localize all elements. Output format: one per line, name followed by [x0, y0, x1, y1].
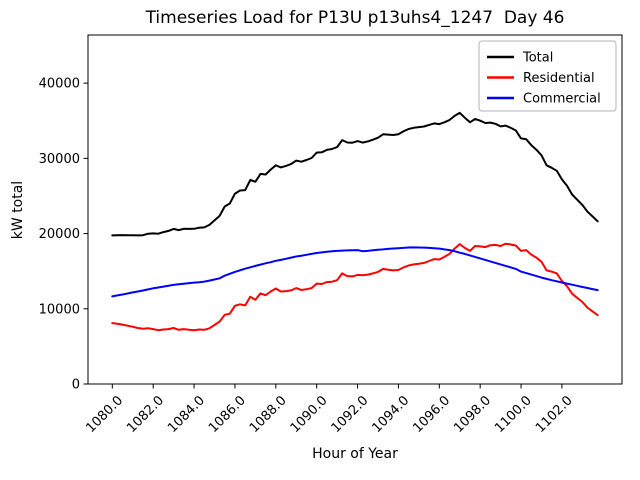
x-tick-label: 1096.0 [410, 393, 453, 436]
axes-frame [87, 34, 623, 385]
y-tick-label: 20000 [39, 227, 80, 242]
y-tick-label: 40000 [39, 77, 80, 92]
x-tick-label: 1098.0 [451, 393, 494, 436]
legend-box [478, 40, 617, 112]
x-tick-label: 1100.0 [492, 393, 535, 436]
series-line-residential [111, 242, 599, 332]
x-tick-label: 1082.0 [124, 393, 167, 436]
y-tick-label: 10000 [39, 302, 80, 317]
x-tick-label: 1086.0 [206, 393, 249, 436]
x-axis-label: Hour of Year [312, 446, 398, 462]
x-tick-label: 1088.0 [247, 393, 290, 436]
y-axis-label: kW total [10, 180, 26, 240]
series-line-total [111, 111, 599, 237]
series-line-commercial [111, 246, 599, 298]
x-tick-label: 1084.0 [165, 393, 208, 436]
legend-label-residential: Residential [523, 71, 595, 86]
y-tick-label: 30000 [39, 152, 80, 167]
x-tick-label: 1092.0 [329, 393, 372, 436]
x-tick-label: 1090.0 [288, 393, 331, 436]
x-tick-label: 1102.0 [533, 393, 576, 436]
legend-label-total: Total [522, 51, 553, 66]
x-tick-label: 1080.0 [83, 393, 126, 436]
x-tick-label: 1094.0 [369, 393, 412, 436]
legend-label-commercial: Commercial [523, 92, 601, 107]
y-tick-label: 0 [72, 378, 80, 393]
chart-title: Timeseries Load for P13U p13uhs4_1247 Da… [145, 8, 565, 28]
